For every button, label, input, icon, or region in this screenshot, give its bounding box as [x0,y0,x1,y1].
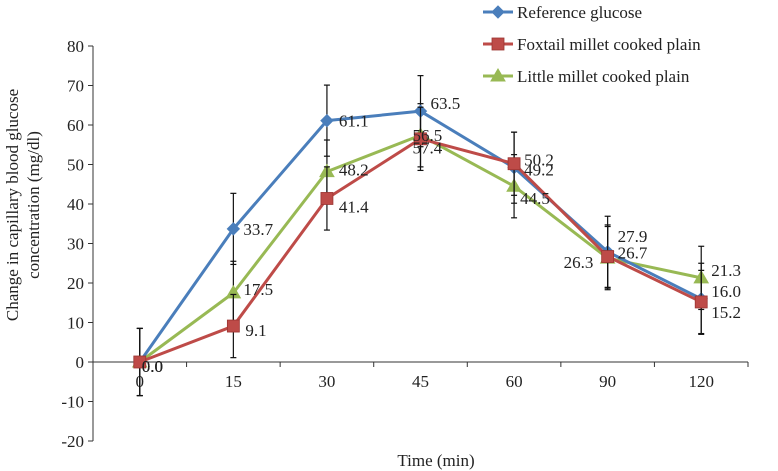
series-1 [133,106,708,397]
y-tick-label: 70 [67,77,84,96]
data-label: 49.2 [524,161,554,180]
data-label: 17.5 [243,280,273,299]
x-tick-label: 30 [318,372,335,391]
x-axis-title: Time (min) [397,451,474,470]
x-tick-label: 45 [412,372,429,391]
x-tick-label: 15 [225,372,242,391]
y-axis-title-line-1: Change in capillary blood glucose [3,89,22,321]
data-label: 0.0 [142,357,163,376]
data-label: 61.1 [339,112,369,131]
legend-item: Reference glucose [483,3,642,22]
y-axis-ticks: -20 -10 0 10 20 30 40 50 60 70 80 [61,37,93,451]
data-label: 0.0 [142,357,163,376]
data-label: 44.5 [520,189,550,208]
y-tick-label: 40 [67,195,84,214]
y-tick-label: -20 [61,432,84,451]
legend-marker [491,5,505,19]
data-label: 48.2 [339,161,369,180]
data-label: 41.4 [339,197,369,216]
legend-item: Little millet cooked plain [483,67,690,86]
data-point [226,319,240,333]
data-point [226,222,241,236]
data-point [133,355,147,369]
data-label: 21.3 [711,261,741,280]
data-point [601,250,615,263]
y-tick-label: 60 [67,116,84,135]
data-label: 16.0 [711,282,741,301]
data-label: 9.1 [245,321,266,340]
data-point [320,192,334,205]
x-tick-label: 90 [599,372,616,391]
data-label: 0.0 [142,357,163,376]
data-label: 27.9 [618,227,648,246]
x-tick-label: 60 [506,372,523,391]
data-point [320,113,334,128]
y-tick-label: 80 [67,37,84,56]
y-axis-title-line-2: concentration (mg/dl) [24,131,43,279]
y-tick-label: 30 [67,235,84,254]
data-point [507,157,521,171]
legend-label: Little millet cooked plain [517,67,690,86]
data-label: 56.5 [413,126,443,145]
data-label: 26.7 [618,244,648,263]
data-label: 26.3 [564,253,594,272]
y-tick-label: 20 [67,274,84,293]
data-label: 63.5 [431,94,461,113]
x-tick-label: 120 [688,372,714,391]
data-label: 15.2 [711,303,741,322]
y-tick-label: 0 [76,353,85,372]
data-label: 57.4 [413,138,443,157]
data-point [694,295,708,309]
legend-label: Foxtail millet cooked plain [517,35,701,54]
series-layer [131,75,710,397]
legend-marker [490,68,506,82]
y-tick-label: -10 [61,393,84,412]
legend-label: Reference glucose [517,3,642,22]
data-labels: 0.033.761.163.549.227.916.00.09.141.456.… [142,94,741,376]
legend: Reference glucose Foxtail millet cooked p… [483,3,701,86]
data-label: 33.7 [243,220,273,239]
legend-marker [491,37,505,51]
y-tick-label: 50 [67,156,84,175]
data-label: 50.2 [524,151,554,170]
data-point [414,132,427,146]
y-tick-label: 10 [67,314,84,333]
y-axis-title: Change in capillary blood glucose concen… [3,89,43,321]
legend-item: Foxtail millet cooked plain [483,35,701,54]
